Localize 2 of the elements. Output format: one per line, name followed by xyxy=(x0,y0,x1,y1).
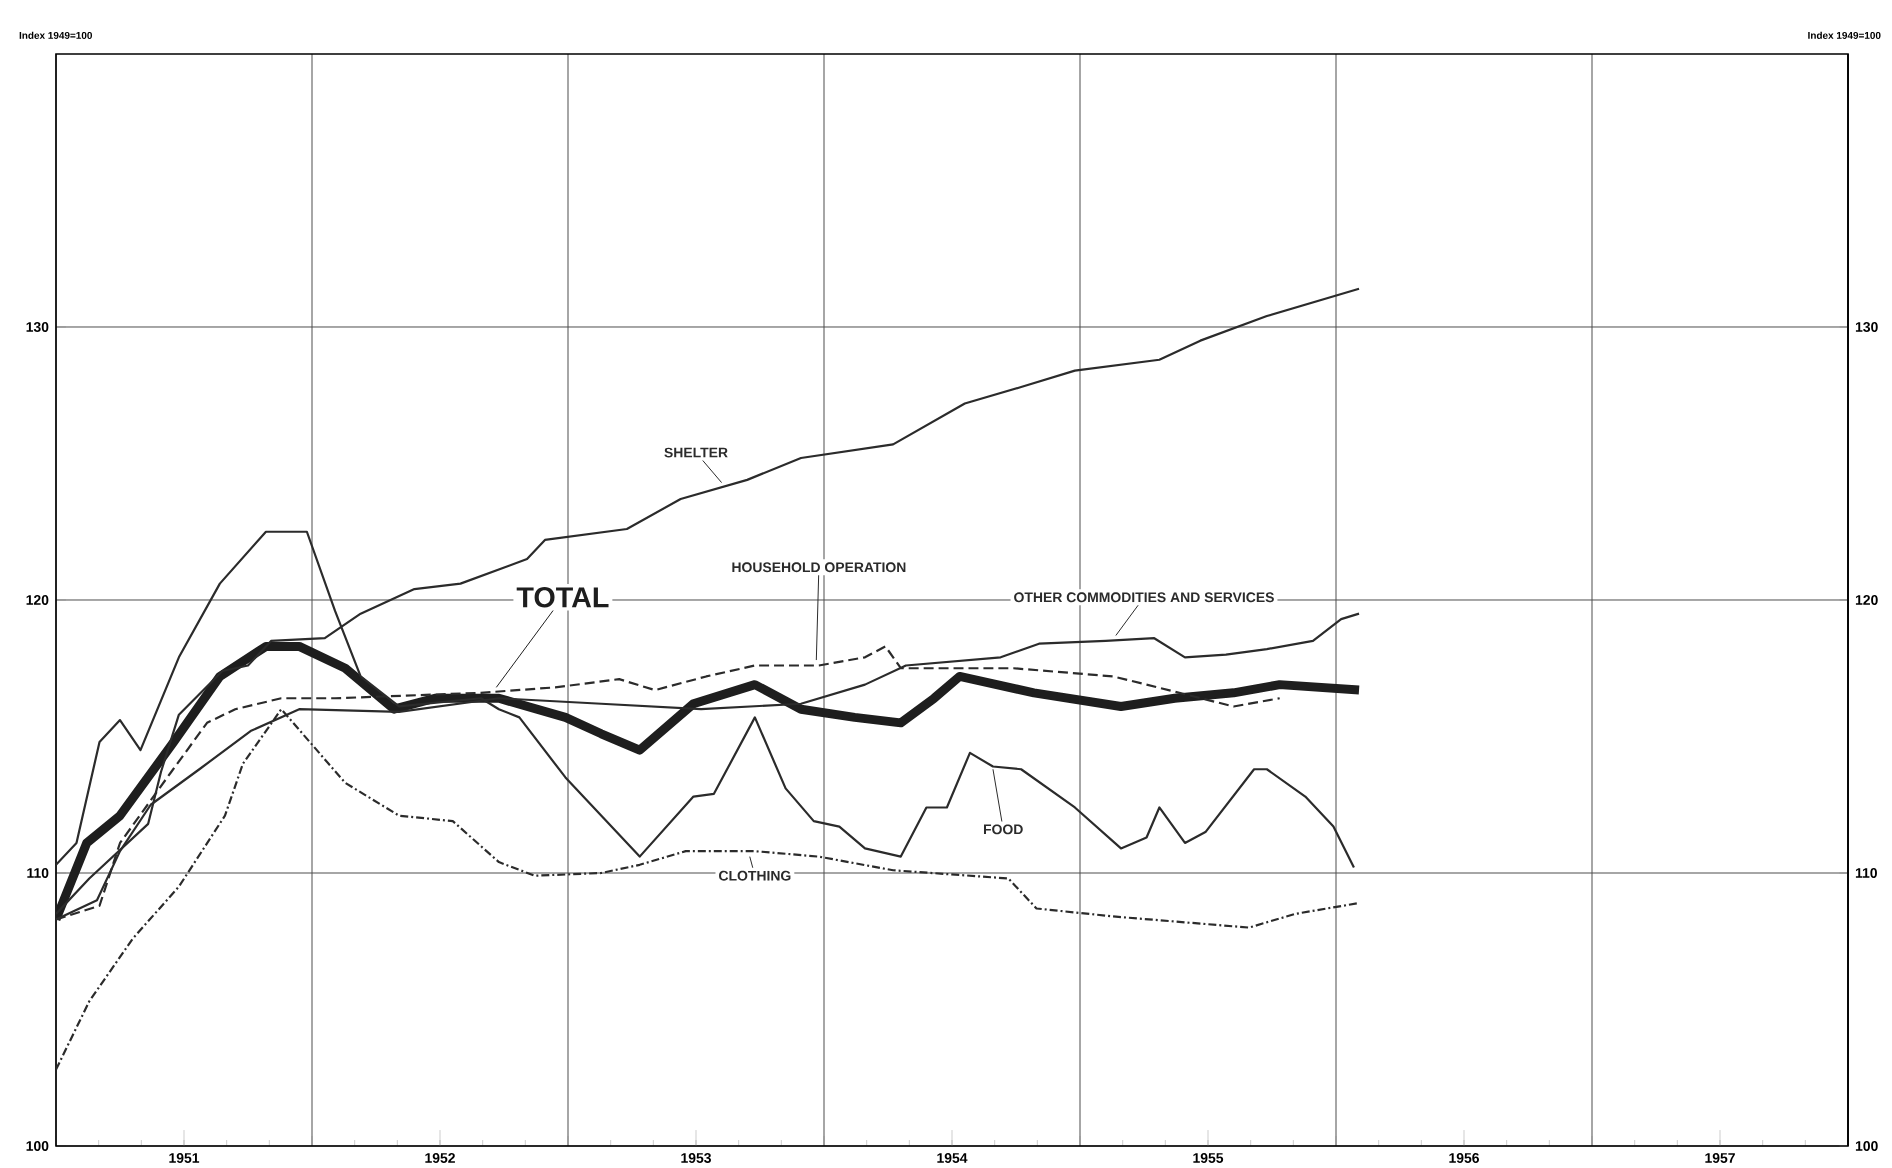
line-series xyxy=(56,287,1361,916)
text: TOTAL xyxy=(516,587,609,608)
